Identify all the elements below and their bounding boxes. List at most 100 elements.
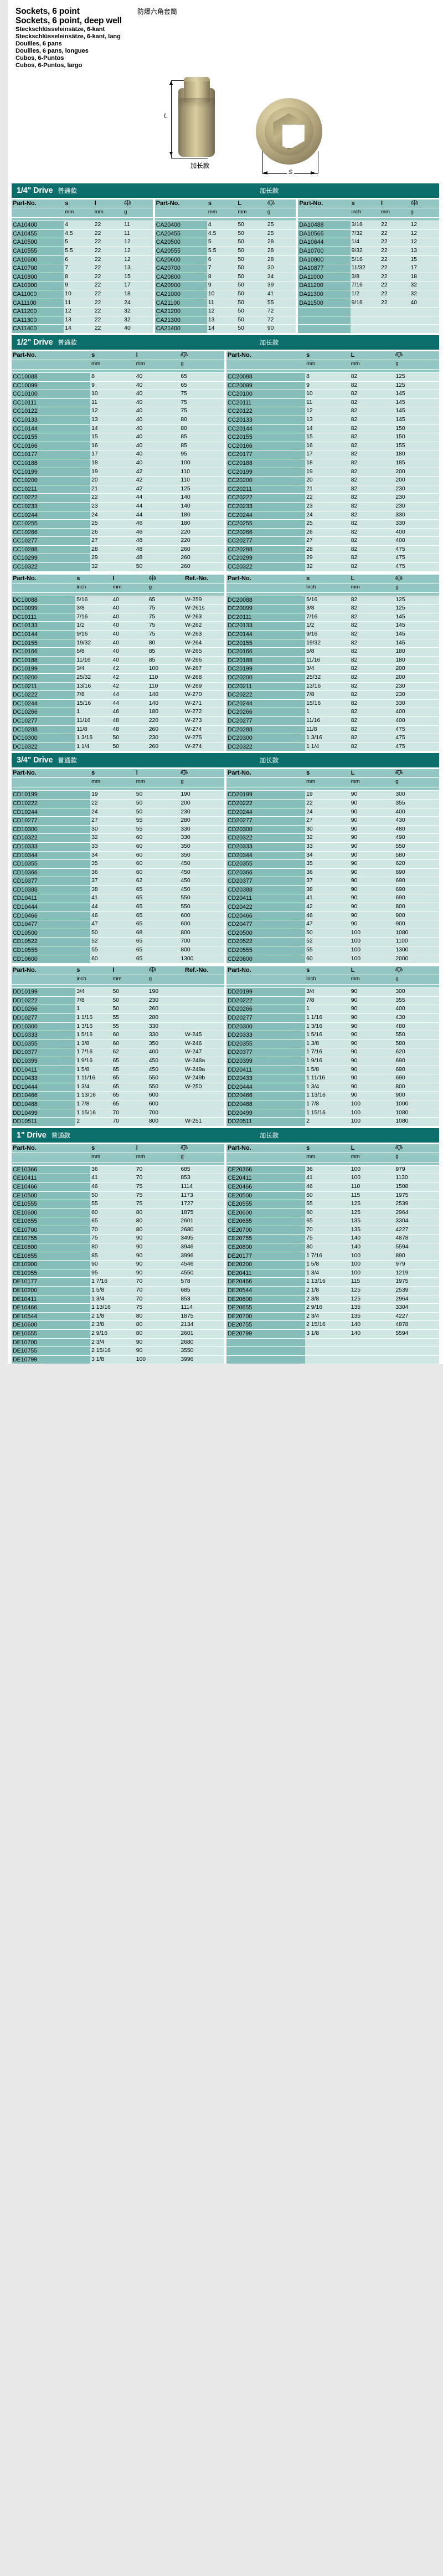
table-row[interactable]: CE20466 46 110 1508 xyxy=(226,1182,439,1191)
table-row[interactable]: CA21300 13 50 72 xyxy=(154,316,296,325)
table-row[interactable]: DC20288 11/8 82 475 xyxy=(226,725,439,734)
table-row[interactable]: DE10755 2 15/16 90 3550 xyxy=(12,1347,224,1355)
table-row[interactable]: CD10388 38 65 450 xyxy=(12,885,224,894)
table-row[interactable]: DC20244 15/16 82 330 xyxy=(226,699,439,708)
table-row[interactable]: CD10277 27 55 280 xyxy=(12,817,224,825)
table-row[interactable]: CE10366 36 70 685 xyxy=(12,1165,224,1174)
table-row[interactable]: CC20299 29 82 475 xyxy=(226,554,439,563)
table-row[interactable]: CC10299 29 48 260 xyxy=(12,554,224,563)
table-row[interactable]: CC20288 28 82 475 xyxy=(226,545,439,554)
table-row[interactable]: DD20499 1 15/16 100 1080 xyxy=(226,1109,439,1118)
table-row[interactable]: CE10600 60 80 1875 xyxy=(12,1208,224,1217)
table-row[interactable]: DD10488 1 7/8 65 600 xyxy=(12,1100,224,1109)
table-row[interactable]: CD10466 46 65 600 xyxy=(12,911,224,920)
table-row[interactable]: DE10411 1 3/4 70 853 xyxy=(12,1295,224,1304)
table-row[interactable]: CA20555 5.5 50 28 xyxy=(154,247,296,255)
table-row[interactable]: CD20555 55 100 1300 xyxy=(226,946,439,955)
table-row[interactable]: DC20266 1 82 400 xyxy=(226,708,439,716)
table-row[interactable]: DC10222 7/8 44 140 W-270 xyxy=(12,691,224,699)
table-row[interactable]: CC20233 23 82 230 xyxy=(226,502,439,511)
table-row[interactable]: CA20500 5 50 28 xyxy=(154,238,296,247)
table-row[interactable] xyxy=(226,1347,439,1355)
table-row[interactable]: CC20266 26 82 400 xyxy=(226,528,439,537)
table-row[interactable]: CD10377 37 62 450 xyxy=(12,877,224,885)
table-row[interactable]: CD10444 44 65 550 xyxy=(12,903,224,911)
table-row[interactable]: DA11300 1/2 22 32 xyxy=(298,290,440,299)
table-row[interactable]: CE10700 70 80 2680 xyxy=(12,1226,224,1235)
table-row[interactable]: DC10088 5/16 40 65 W-259 xyxy=(12,596,224,605)
table-row[interactable]: DE10655 2 9/16 80 2601 xyxy=(12,1330,224,1338)
table-row[interactable]: CC20211 21 82 230 xyxy=(226,485,439,494)
table-row[interactable]: DC20188 11/16 82 180 xyxy=(226,656,439,665)
table-row[interactable]: DD20444 1 3/4 90 800 xyxy=(226,1083,439,1092)
table-row[interactable]: CC10177 17 40 95 xyxy=(12,450,224,459)
table-row[interactable]: CC10100 10 40 75 xyxy=(12,390,224,398)
table-row[interactable]: CC20322 32 82 475 xyxy=(226,563,439,571)
table-row[interactable]: DE10799 3 1/8 100 3996 xyxy=(12,1355,224,1364)
table-row[interactable]: CC10122 12 40 75 xyxy=(12,407,224,416)
table-row[interactable]: CC10222 22 44 140 xyxy=(12,494,224,502)
table-row[interactable]: DC10133 1/2 40 75 W-262 xyxy=(12,622,224,631)
table-row[interactable]: CA20400 4 50 25 xyxy=(154,221,296,229)
table-row[interactable]: DD10411 1 5/8 65 450 W-249a xyxy=(12,1066,224,1074)
table-row[interactable]: CC10111 11 40 75 xyxy=(12,398,224,407)
table-row[interactable]: CC10322 32 50 260 xyxy=(12,563,224,571)
table-row[interactable]: CC10255 25 46 180 xyxy=(12,520,224,528)
table-row[interactable]: DD10277 1 1/16 55 280 xyxy=(12,1014,224,1022)
table-row[interactable]: DD20266 1 90 400 xyxy=(226,1005,439,1013)
table-row[interactable]: DD20222 7/8 90 355 xyxy=(226,996,439,1005)
table-row[interactable]: CC10088 8 40 65 xyxy=(12,373,224,381)
table-row[interactable]: CD20422 42 90 800 xyxy=(226,903,439,911)
table-row[interactable]: DE20177 1 7/16 100 890 xyxy=(226,1252,439,1261)
table-row[interactable] xyxy=(226,1338,439,1347)
table-row[interactable]: CD10300 30 55 330 xyxy=(12,825,224,834)
table-row[interactable]: CE20366 36 100 979 xyxy=(226,1165,439,1174)
table-row[interactable]: CC10155 15 40 85 xyxy=(12,433,224,442)
table-row[interactable]: DC10200 25/32 42 110 W-268 xyxy=(12,674,224,682)
table-row[interactable]: DA11000 3/8 22 18 xyxy=(298,273,440,281)
table-row[interactable]: DC20200 25/32 82 200 xyxy=(226,674,439,682)
table-row[interactable] xyxy=(226,1355,439,1364)
table-row[interactable]: CC20166 16 82 155 xyxy=(226,442,439,450)
table-row[interactable]: DC20144 9/16 82 145 xyxy=(226,631,439,639)
table-row[interactable]: DE10544 2 1/8 80 1875 xyxy=(12,1312,224,1321)
table-row[interactable]: DC10155 19/32 40 80 W-264 xyxy=(12,639,224,648)
table-row[interactable]: DD10333 1 5/16 60 330 W-245 xyxy=(12,1031,224,1039)
table-row[interactable]: CC10211 21 42 125 xyxy=(12,485,224,494)
table-row[interactable]: DD20277 1 1/16 90 430 xyxy=(226,1014,439,1022)
table-row[interactable]: DC20211 13/16 82 230 xyxy=(226,682,439,691)
table-row[interactable]: CC20200 20 82 200 xyxy=(226,477,439,485)
table-row[interactable]: DC10244 15/16 44 140 W-271 xyxy=(12,699,224,708)
table-row[interactable]: CE20600 60 125 2964 xyxy=(226,1208,439,1217)
table-row[interactable]: CD10522 52 65 700 xyxy=(12,938,224,946)
table-row[interactable]: DC20277 11/16 82 400 xyxy=(226,716,439,725)
table-row[interactable]: DD20411 1 5/8 90 690 xyxy=(226,1066,439,1074)
table-row[interactable]: DD20199 3/4 90 300 xyxy=(226,988,439,996)
table-row[interactable]: CD10411 41 65 550 xyxy=(12,894,224,903)
table-row[interactable]: CC20177 17 82 180 xyxy=(226,450,439,459)
table-row[interactable]: DE10200 1 5/8 70 685 xyxy=(12,1287,224,1295)
table-row[interactable]: DE20600 2 3/8 125 2964 xyxy=(226,1295,439,1304)
table-row[interactable]: DC20088 5/16 82 125 xyxy=(226,596,439,605)
table-row[interactable]: CE20555 55 125 2539 xyxy=(226,1200,439,1208)
table-row[interactable]: CE10800 80 90 3946 xyxy=(12,1243,224,1252)
table-row[interactable]: DD10377 1 7/16 62 400 W-247 xyxy=(12,1048,224,1057)
table-row[interactable]: CD10199 19 50 190 xyxy=(12,791,224,799)
table-row[interactable]: CE10755 75 90 3495 xyxy=(12,1235,224,1243)
table-row[interactable]: CA20700 7 50 30 xyxy=(154,264,296,273)
table-row[interactable]: DE20755 2 15/16 140 4878 xyxy=(226,1321,439,1329)
table-row[interactable]: CC10199 19 42 110 xyxy=(12,468,224,477)
table-row[interactable]: CD10366 36 60 450 xyxy=(12,868,224,877)
table-row[interactable]: CC10166 16 40 85 xyxy=(12,442,224,450)
table-row[interactable]: CD20388 38 90 690 xyxy=(226,885,439,894)
table-row[interactable]: CD10244 24 50 230 xyxy=(12,808,224,817)
table-row[interactable]: DA10700 9/32 22 13 xyxy=(298,247,440,255)
table-row[interactable]: DC20166 5/8 82 180 xyxy=(226,648,439,656)
table-row[interactable]: CD20333 33 90 550 xyxy=(226,842,439,851)
table-row[interactable]: CA10400 4 22 11 xyxy=(12,221,153,229)
table-row[interactable]: CC20222 22 82 230 xyxy=(226,494,439,502)
table-row[interactable]: DC10099 3/8 40 75 W-261s xyxy=(12,605,224,613)
table-row[interactable] xyxy=(298,316,440,325)
table-row[interactable]: CE10955 95 90 4550 xyxy=(12,1269,224,1278)
table-row[interactable]: DC20199 3/4 82 200 xyxy=(226,665,439,673)
